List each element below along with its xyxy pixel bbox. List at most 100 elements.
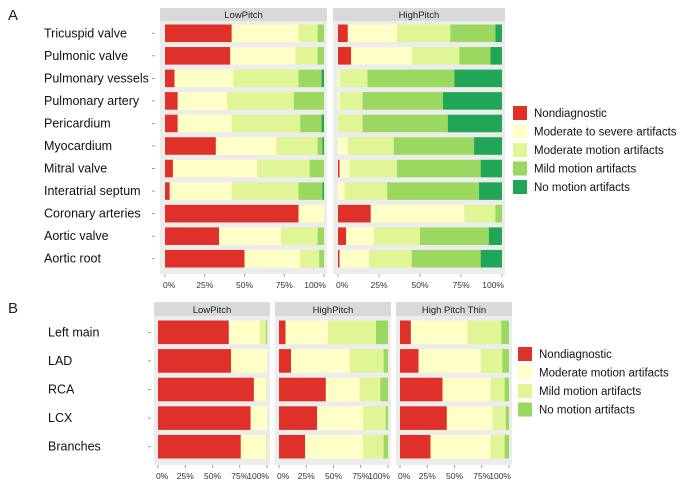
bar-segment-nondiagnostic (279, 320, 286, 345)
x-tick-label: 100% (368, 471, 390, 481)
bar-segment-moderate-to-severe-artifacts (169, 182, 232, 200)
legend-label: No motion artifacts (534, 182, 630, 194)
bar-segment-moderate-to-severe-artifacts (346, 227, 375, 245)
legend-label: Nondiagnostic (534, 108, 607, 120)
bar-segment-moderate-to-severe-artifacts (298, 204, 324, 223)
bar-segment-moderate-to-severe-artifacts (338, 92, 340, 110)
bar-segment-no-motion-artifacts (321, 114, 324, 133)
legend-swatch (518, 402, 532, 417)
x-tick-label: 50% (325, 471, 342, 481)
bar-segment-nondiagnostic (165, 69, 175, 88)
bar-segment-nondiagnostic (165, 249, 245, 268)
bar-segment-no-motion-artifacts (480, 249, 502, 268)
bar-segment-mild-motion-artifacts (298, 69, 322, 88)
x-tick-label: 0% (163, 280, 176, 290)
bar-segment-moderate-motion-artifacts (227, 92, 294, 110)
bar-segment-mild-motion-artifacts (387, 182, 480, 200)
bar-segment-mild-motion-artifacts (367, 69, 455, 88)
bar-segment-nondiagnostic (338, 47, 352, 65)
bar-segment-mild-motion-artifacts (362, 114, 448, 133)
bar-segment-moderate-motion-artifacts (339, 92, 363, 110)
x-tick-label: 100% (247, 471, 269, 481)
bar-segment-moderate-to-severe-artifacts (347, 24, 398, 43)
bar-segment-moderate-motion-artifacts (285, 320, 329, 345)
bar-segment-mild-motion-artifacts (293, 92, 324, 110)
category-label: Myocardium (44, 139, 112, 153)
x-tick-label: 0% (277, 471, 290, 481)
bar-segment-moderate-motion-artifacts (253, 377, 267, 402)
bar-segment-moderate-to-severe-artifacts (231, 24, 299, 43)
x-tick-label: 50% (446, 471, 463, 481)
bar-segment-moderate-motion-artifacts (464, 204, 496, 223)
bar-segment-moderate-motion-artifacts (231, 182, 299, 200)
bar-segment-mild-motion-artifacts (459, 47, 491, 65)
bar-segment-mild-motion-artifacts (309, 159, 324, 178)
bar-segment-mild-motion-artifacts (266, 377, 267, 402)
bar-segment-moderate-motion-artifacts (339, 69, 368, 88)
bar-segment-no-motion-artifacts (474, 137, 502, 155)
bar-segment-mild-motion-artifacts (467, 320, 502, 345)
category-label: Aortic valve (44, 229, 109, 243)
x-tick-label: 50% (204, 471, 221, 481)
bar-segment-moderate-motion-artifacts (338, 114, 363, 133)
bar-segment-mild-motion-artifacts (328, 320, 377, 345)
facet-strip (160, 8, 327, 21)
legend-swatch (513, 106, 527, 120)
bar-segment-nondiagnostic (158, 349, 232, 373)
bar-segment-nondiagnostic (400, 349, 419, 373)
facet-title: LowPitch (193, 305, 232, 316)
legend-label: No motion artifacts (539, 405, 635, 417)
x-tick-label: 50% (411, 280, 428, 290)
category-label: RCA (48, 383, 75, 397)
legend-label: Mild motion artifacts (539, 386, 642, 398)
legend-label: Mild motion artifacts (534, 164, 637, 176)
legend-swatch (513, 124, 527, 139)
x-tick-label: 0% (156, 471, 169, 481)
bar-segment-mild-motion-artifacts (393, 137, 475, 155)
legend-label: Nondiagnostic (539, 349, 612, 361)
x-tick-label: 25% (370, 280, 387, 290)
category-label: Pulmonary artery (44, 94, 140, 108)
bar-segment-moderate-to-severe-artifacts (177, 92, 228, 110)
bar-segment-mild-motion-artifacts (492, 406, 506, 430)
x-tick-label: 0% (336, 280, 349, 290)
bar-segment-no-motion-artifacts (265, 320, 267, 345)
bar-segment-mild-motion-artifacts (298, 182, 323, 200)
bar-segment-moderate-to-severe-artifacts (370, 204, 465, 223)
bar-segment-moderate-motion-artifacts (233, 69, 299, 88)
bar-segment-no-motion-artifacts (376, 320, 388, 345)
x-tick-label: 25% (196, 280, 213, 290)
bar-segment-mild-motion-artifacts (362, 406, 386, 430)
bar-segment-moderate-to-severe-artifacts (174, 69, 234, 88)
bar-segment-moderate-motion-artifacts (411, 47, 460, 65)
bar-segment-nondiagnostic (165, 204, 299, 223)
category-label: Left main (48, 325, 99, 339)
bar-segment-mild-motion-artifacts (317, 227, 324, 245)
bar-segment-moderate-motion-artifacts (228, 320, 260, 345)
bar-segment-nondiagnostic (338, 249, 340, 268)
legend-label: Moderate motion artifacts (539, 368, 669, 380)
bar-segment-nondiagnostic (279, 406, 318, 430)
bar-segment-nondiagnostic (279, 377, 326, 402)
bar-segment-moderate-to-severe-artifacts (172, 159, 258, 178)
legend-label: Moderate to severe artifacts (534, 127, 677, 139)
category-label: Coronary arteries (44, 207, 141, 221)
bar-segment-no-motion-artifacts (380, 377, 388, 402)
bar-segment-no-motion-artifacts (490, 47, 502, 65)
bar-segment-moderate-motion-artifacts (300, 249, 320, 268)
x-tick-label: 100% (489, 471, 511, 481)
bar-segment-moderate-to-severe-artifacts (177, 114, 232, 133)
bar-segment-no-motion-artifacts (383, 349, 388, 373)
x-tick-label: 100% (482, 280, 504, 290)
category-label: Pulmonic valve (44, 49, 128, 63)
bar-segment-moderate-motion-artifacts (374, 227, 420, 245)
bar-segment-moderate-motion-artifacts (231, 114, 301, 133)
x-tick-label: 75% (231, 471, 248, 481)
bar-segment-nondiagnostic (338, 24, 348, 43)
bar-segment-no-motion-artifacts (488, 227, 502, 245)
bar-segment-mild-motion-artifacts (420, 227, 489, 245)
bar-segment-nondiagnostic (400, 320, 411, 345)
legend-swatch (518, 384, 532, 398)
bar-segment-moderate-motion-artifacts (347, 137, 394, 155)
